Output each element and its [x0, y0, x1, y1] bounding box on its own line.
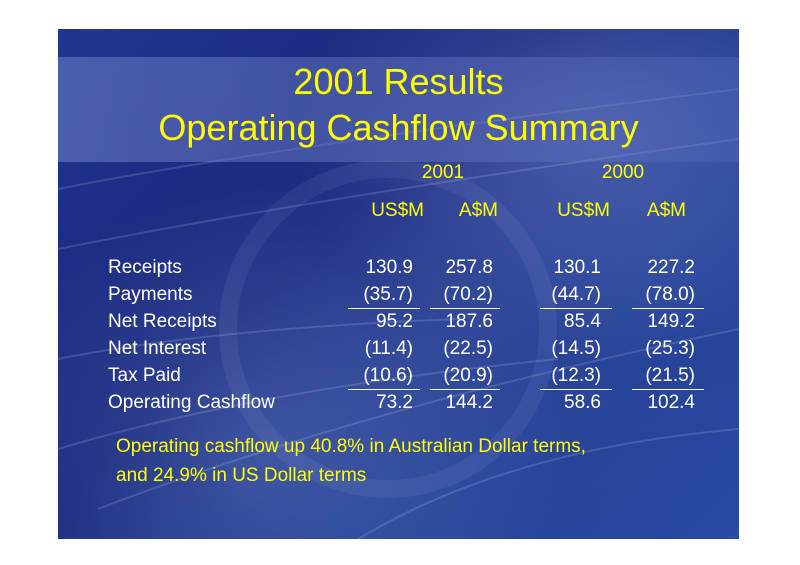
total-underline: [540, 389, 612, 390]
table-cell: (25.3): [645, 338, 695, 359]
table-cell: 85.4: [564, 311, 601, 332]
table-cell: (12.3): [551, 365, 601, 386]
slide-title: 2001 Results: [293, 61, 504, 102]
row-label: Net Interest: [108, 338, 207, 359]
table-cell: (78.0): [645, 284, 695, 305]
background-cloud-texture: [58, 88, 739, 539]
total-underline: [348, 389, 420, 390]
table-cell: (35.7): [363, 284, 413, 305]
year-header-2001: 2001: [421, 162, 465, 183]
slide: 2001 Results Operating Cashflow Summary …: [58, 29, 739, 539]
table-cell: (10.6): [363, 365, 413, 386]
currency-header: US$M: [557, 200, 610, 221]
table-cell: 102.4: [647, 392, 695, 413]
subtotal-underline: [430, 308, 500, 309]
table-cell: (21.5): [645, 365, 695, 386]
summary-note-line-1: Operating cashflow up 40.8% in Australia…: [116, 436, 586, 457]
table-cell: 95.2: [376, 311, 413, 332]
table-cell: 58.6: [564, 392, 601, 413]
table-cell: 187.6: [445, 311, 493, 332]
summary-note-line-2: and 24.9% in US Dollar terms: [116, 465, 367, 486]
table-cell: 144.2: [445, 392, 493, 413]
table-cell: (22.5): [443, 338, 493, 359]
table-cell: 257.8: [445, 257, 493, 278]
currency-header: US$M: [371, 200, 424, 221]
table-cell: (20.9): [443, 365, 493, 386]
year-header-2000: 2000: [601, 162, 645, 183]
subtotal-underline: [348, 308, 420, 309]
slide-subtitle: Operating Cashflow Summary: [158, 107, 639, 148]
row-label: Net Receipts: [108, 311, 217, 332]
currency-header: A$M: [458, 200, 498, 221]
row-label: Tax Paid: [108, 365, 181, 386]
total-underline: [632, 389, 704, 390]
table-cell: 73.2: [376, 392, 413, 413]
row-label: Operating Cashflow: [108, 392, 275, 413]
total-underline: [430, 389, 500, 390]
title-band: [58, 57, 739, 162]
table-cell: 130.9: [365, 257, 413, 278]
table-cell: (70.2): [443, 284, 493, 305]
subtotal-underline: [632, 308, 704, 309]
currency-header: A$M: [646, 200, 686, 221]
row-label: Receipts: [108, 257, 182, 278]
table-cell: 130.1: [553, 257, 601, 278]
row-label: Payments: [108, 284, 193, 305]
subtotal-underline: [540, 308, 612, 309]
table-cell: (44.7): [551, 284, 601, 305]
table-cell: 149.2: [647, 311, 695, 332]
table-cell: (11.4): [364, 338, 413, 359]
table-cell: 227.2: [647, 257, 695, 278]
table-cell: (14.5): [551, 338, 601, 359]
